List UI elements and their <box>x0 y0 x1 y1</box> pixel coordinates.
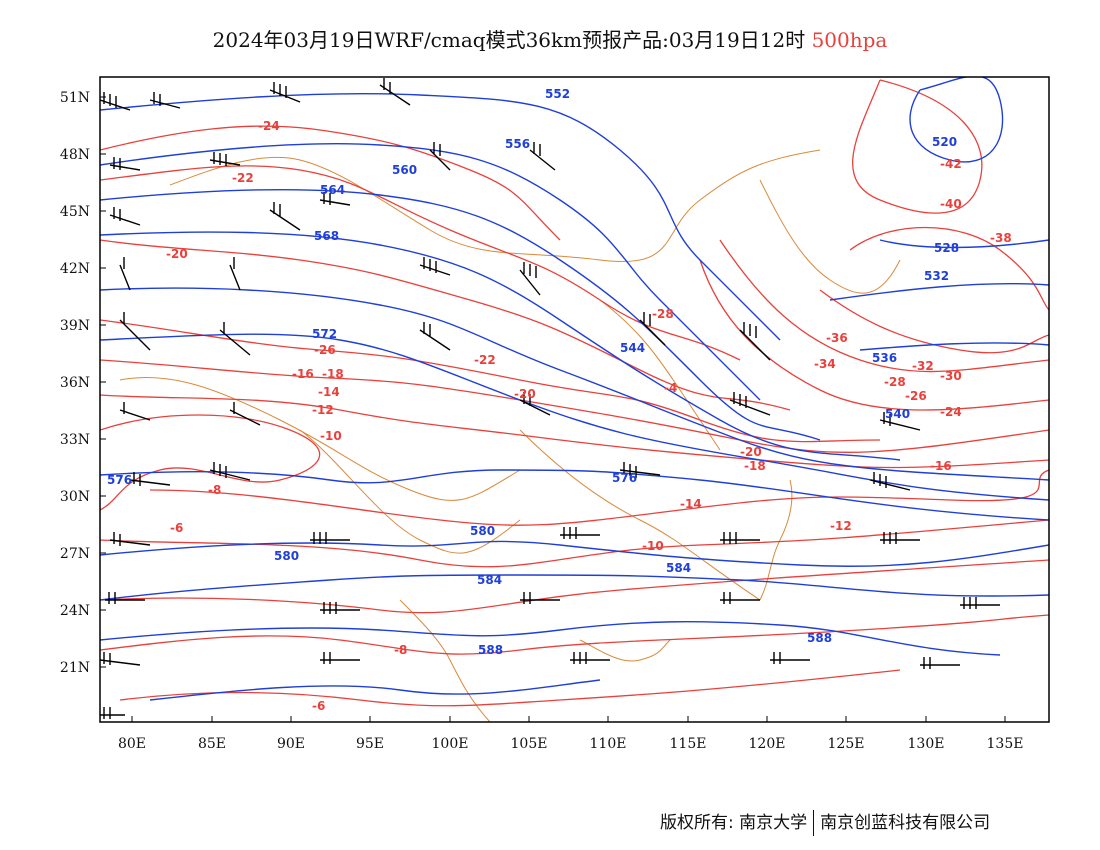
height-label: 580 <box>274 549 299 563</box>
temperature-label: -12 <box>312 403 334 417</box>
lon-tick-label: 80E <box>118 736 146 752</box>
temperature-label: -20 <box>740 445 762 459</box>
temperature-label: -24 <box>258 119 280 133</box>
lat-tick-label: 21N <box>60 660 90 676</box>
height-label: 584 <box>477 573 502 587</box>
height-label: 588 <box>807 631 832 645</box>
lon-tick-label: 130E <box>908 736 945 752</box>
lat-tick-label: 24N <box>60 603 90 619</box>
height-label: 588 <box>478 643 503 657</box>
temperature-label: -34 <box>814 357 836 371</box>
map-frame <box>99 76 1050 723</box>
lat-tick-label: 45N <box>60 204 90 220</box>
copyright-company: 南京创蓝科技有限公司 <box>820 813 991 833</box>
temperature-label: -24 <box>940 405 962 419</box>
temperature-label: -16 <box>292 367 314 381</box>
lat-tick-label: 51N <box>60 90 90 106</box>
lon-tick-label: 85E <box>198 736 226 752</box>
height-label: 568 <box>314 229 339 243</box>
map-title: 2024年03月19日WRF/cmaq模式36km预报产品:03月19日12时 … <box>0 24 1100 53</box>
temperature-label: -20 <box>166 247 188 261</box>
temperature-label: -28 <box>884 375 906 389</box>
temperature-label: -16 <box>930 459 952 473</box>
height-label: 576 <box>612 471 637 485</box>
temperature-label: -42 <box>940 157 962 171</box>
height-contour-labels: 552 556 560 564 568 572 576 580 584 588 … <box>107 87 959 657</box>
temperature-label: -22 <box>474 353 496 367</box>
axis-ticks <box>100 96 1006 722</box>
height-label: 580 <box>470 524 495 538</box>
height-label: 576 <box>107 473 132 487</box>
temperature-label: -12 <box>830 519 852 533</box>
height-label: 556 <box>505 137 530 151</box>
temperature-label: -28 <box>652 307 674 321</box>
lat-tick-label: 36N <box>60 375 90 391</box>
temperature-label: -8 <box>208 483 221 497</box>
height-label: 540 <box>885 407 910 421</box>
height-label: 572 <box>312 327 337 341</box>
height-label: 560 <box>392 163 417 177</box>
height-label: 528 <box>934 241 959 255</box>
lat-tick-label: 42N <box>60 261 90 277</box>
height-label: 552 <box>545 87 570 101</box>
temperature-label: -18 <box>322 367 344 381</box>
footer-divider <box>813 810 815 836</box>
temperature-label: -8 <box>394 643 407 657</box>
temperature-label: -20 <box>514 387 536 401</box>
temperature-label: -22 <box>232 171 254 185</box>
temperature-label: -10 <box>642 539 664 553</box>
title-main: 2024年03月19日WRF/cmaq模式36km预报产品:03月19日12时 <box>212 28 806 52</box>
lon-tick-label: 115E <box>670 736 707 752</box>
lat-tick-label: 27N <box>60 546 90 562</box>
height-contours <box>100 77 1049 701</box>
temperature-label: -4 <box>664 381 677 395</box>
latitude-axis: 51N 48N 45N 42N 39N 36N 33N 30N 27N 24N … <box>60 90 90 676</box>
lat-tick-label: 39N <box>60 318 90 334</box>
lon-tick-label: 125E <box>828 736 865 752</box>
wind-barbs <box>100 78 1000 719</box>
temperature-label: -26 <box>905 389 927 403</box>
temperature-label: -26 <box>314 343 336 357</box>
longitude-axis: 80E 85E 90E 95E 100E 105E 110E 115E 120E… <box>118 736 1024 752</box>
temperature-label: -36 <box>826 331 848 345</box>
temperature-label: -40 <box>940 197 962 211</box>
lon-tick-label: 95E <box>356 736 384 752</box>
lon-tick-label: 120E <box>749 736 786 752</box>
country-boundaries <box>119 149 901 722</box>
height-label: 544 <box>620 341 645 355</box>
lat-tick-label: 33N <box>60 432 90 448</box>
lon-tick-label: 100E <box>432 736 469 752</box>
copyright-owner: 版权所有: 南京大学 <box>660 813 808 833</box>
temperature-label: -14 <box>318 385 340 399</box>
lat-tick-label: 48N <box>60 147 90 163</box>
height-label: 532 <box>924 269 949 283</box>
temperature-label: -6 <box>312 699 325 713</box>
lat-tick-label: 30N <box>60 489 90 505</box>
height-label: 564 <box>320 183 345 197</box>
temperature-contour-labels: -24 -22 -20 -28 -26 -22 -20 -18 -16 -14 … <box>166 119 1012 713</box>
lon-tick-label: 135E <box>987 736 1024 752</box>
copyright-footer: 版权所有: 南京大学 南京创蓝科技有限公司 <box>660 808 990 836</box>
temperature-label: -10 <box>320 429 342 443</box>
temperature-label: -14 <box>680 497 702 511</box>
height-label: 584 <box>666 561 691 575</box>
title-level: 500hpa <box>811 28 888 52</box>
height-label: 520 <box>932 135 957 149</box>
lon-tick-label: 90E <box>277 736 305 752</box>
temperature-label: -32 <box>912 359 934 373</box>
lon-tick-label: 105E <box>511 736 548 752</box>
height-label: 536 <box>872 351 897 365</box>
temperature-label: -6 <box>170 521 183 535</box>
temperature-label: -38 <box>990 231 1012 245</box>
temperature-label: -30 <box>940 369 962 383</box>
temperature-label: -18 <box>744 459 766 473</box>
lon-tick-label: 110E <box>590 736 627 752</box>
